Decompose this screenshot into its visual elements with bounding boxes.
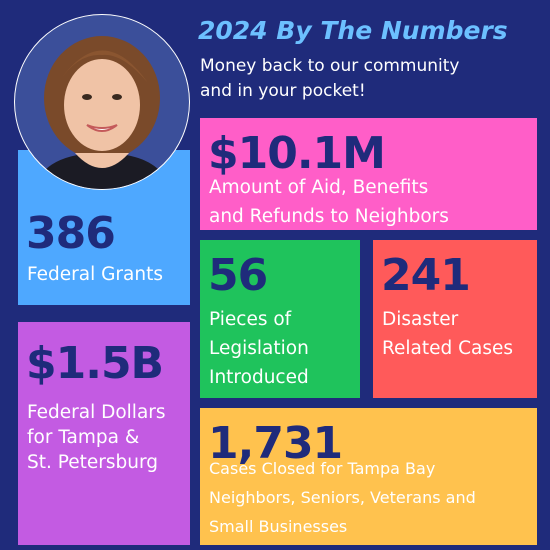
text-line: Federal Grants <box>27 264 163 285</box>
title: 2024 By The Numbers <box>198 16 508 45</box>
tile-cases: 1,731 Cases Closed for Tampa Bay Neighbor… <box>200 408 537 545</box>
text-line: and in your pocket! <box>200 81 366 101</box>
text-line: and Refunds to Neighbors <box>209 206 449 227</box>
tile-label: Federal Dollars for Tampa & St. Petersburg <box>27 400 166 475</box>
tile-legislation: 56 Pieces of Legislation Introduced <box>200 240 360 398</box>
text-line: Money back to our community <box>200 56 460 76</box>
text-line: Disaster <box>382 309 459 330</box>
tile-value: $10.1M <box>208 128 386 179</box>
portrait <box>14 14 190 190</box>
tile-value: 241 <box>381 250 471 301</box>
text-line: Introduced <box>209 367 309 388</box>
text-line: St. Petersburg <box>27 452 159 473</box>
tile-aid: $10.1M Amount of Aid, Benefits and Refund… <box>200 118 537 230</box>
text-line: Related Cases <box>382 338 514 359</box>
text-line: for Tampa & <box>27 427 140 448</box>
tile-label: Amount of Aid, Benefits and Refunds to Ne… <box>209 173 449 231</box>
text-line: Cases Closed for Tampa Bay <box>209 459 436 478</box>
tile-label: Federal Grants <box>27 260 163 289</box>
text-line: Small Businesses <box>209 517 348 536</box>
text-line: Amount of Aid, Benefits <box>209 177 429 198</box>
tile-disaster: 241 Disaster Related Cases <box>373 240 537 398</box>
tile-label: Cases Closed for Tampa Bay Neighbors, Sen… <box>209 454 476 541</box>
tile-label: Disaster Related Cases <box>382 305 513 363</box>
text-line: Legislation <box>209 338 309 359</box>
tile-dollars: $1.5B Federal Dollars for Tampa & St. Pete… <box>18 322 190 545</box>
text-line: Neighbors, Seniors, Veterans and <box>209 488 476 507</box>
tile-value: 56 <box>208 250 268 301</box>
tile-value: 386 <box>26 208 116 259</box>
tile-value: 1,731 <box>208 418 343 469</box>
subtitle: Money back to our community and in your p… <box>200 54 459 104</box>
tile-value: $1.5B <box>26 338 164 389</box>
text-line: Federal Dollars <box>27 402 166 423</box>
tile-label: Pieces of Legislation Introduced <box>209 305 309 392</box>
text-line: Pieces of <box>209 309 292 330</box>
